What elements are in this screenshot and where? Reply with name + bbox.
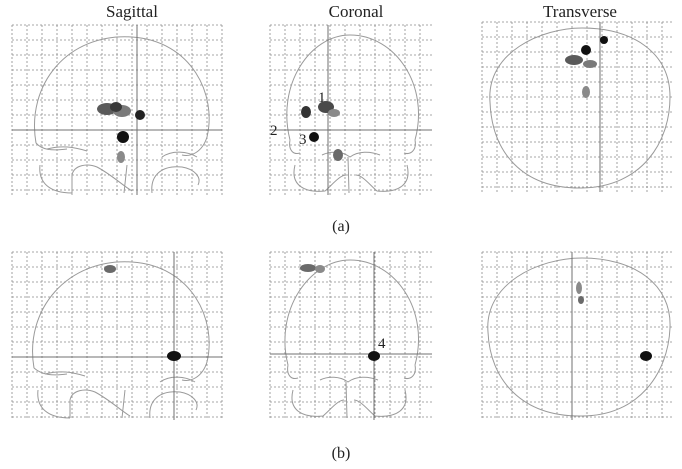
panel-a-coronal: 1 2 3 [269,24,432,195]
brain-outline [284,259,420,419]
activation-blob [368,351,380,361]
brain-outline [32,261,210,419]
activation-blob [300,264,316,272]
activation-blob [117,131,129,143]
activation-blob [328,109,340,117]
activation-blob [110,102,122,112]
brain-outline [286,34,420,194]
activation-blob [582,86,590,98]
activation-blob [565,55,583,65]
activation-blob [315,265,325,273]
annotation-3: 3 [299,132,307,148]
panel-a-sagittal [11,24,223,195]
annotation-4: 4 [378,336,386,352]
annotation-2: 2 [270,123,278,139]
activation-blob [167,351,181,361]
brain-outline [489,27,671,189]
title-sagittal: Sagittal [106,2,158,21]
activation-blob [600,36,608,44]
annotation-1: 1 [318,90,326,106]
activation-blob [583,60,597,68]
grid [11,251,223,420]
grid [269,251,432,420]
row-label-a: (a) [332,218,350,235]
activation-blob [333,149,343,161]
activation-blob [135,110,145,120]
activation-blob [301,106,311,118]
row-label-b: (b) [331,445,351,462]
panel-a-transverse [481,21,674,192]
activation-blob [309,132,319,142]
activation-blob [576,282,582,294]
panel-b-transverse [481,251,674,420]
title-coronal: Coronal [328,2,384,21]
grid [481,251,674,420]
panel-b-sagittal [11,251,223,420]
brain-outline [34,36,210,194]
activation-blob [318,101,334,113]
activation-blob [117,151,125,163]
title-transverse: Transverse [543,2,617,21]
panel-b-coronal: 4 [269,251,432,420]
grid [481,21,674,192]
brain-outline [487,257,671,417]
activation-blob [640,351,652,361]
activation-blob [581,45,591,55]
activation-blob [104,265,116,273]
activation-blob [578,296,584,304]
